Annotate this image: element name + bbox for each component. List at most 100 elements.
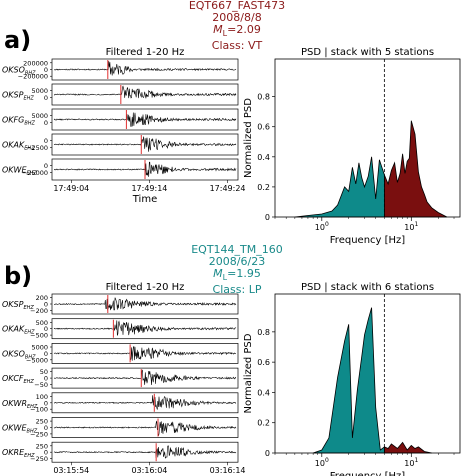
trace-frame	[51, 83, 239, 106]
amplitude-tick: −250	[30, 455, 48, 463]
amplitude-tick: 0	[44, 325, 48, 333]
amplitude-tick: −500	[30, 332, 48, 340]
amplitude-tick: 100	[36, 393, 48, 401]
amplitude-tick: 5000	[31, 87, 48, 95]
psd-y-tick-label: 0.8	[257, 93, 270, 102]
panel-letter-a: a)	[4, 26, 32, 54]
amplitude-tick: 250	[36, 418, 48, 426]
amplitude-tick: 5000	[31, 112, 48, 120]
amplitude-tick: −250	[30, 430, 48, 438]
waveform	[53, 136, 237, 152]
psd-y-tick-label: 0	[265, 213, 270, 222]
waveform	[53, 346, 237, 361]
station-label: OKFGBHZ	[2, 116, 36, 127]
psd-y-tick-label: 0.8	[257, 328, 270, 337]
psd-y-tick-label: 0.4	[257, 153, 270, 162]
waveform	[53, 395, 237, 410]
psd-x-tick-label: 101	[404, 457, 418, 468]
trace-frame	[51, 158, 239, 181]
station-label: OKAKEHZ	[2, 325, 35, 336]
psd-y-tick-label: 0.2	[257, 183, 270, 192]
amplitude-tick: −200000	[18, 73, 48, 81]
time-tick-label: 03:15:54	[53, 466, 89, 475]
event-class-b: Class: LP	[212, 283, 262, 297]
amplitude-tick: 0	[44, 449, 48, 457]
amplitude-tick: 0	[44, 94, 48, 102]
event-id-b: EQT144_TM_160	[191, 243, 283, 256]
psd-area-low-frequency	[312, 307, 385, 454]
event-magnitude-b: ML=1.95	[213, 267, 261, 283]
panel-letter-b: b)	[4, 262, 33, 290]
psd-y-tick-label: 0.2	[257, 419, 270, 428]
psd-y-axis-label: Normalized PSD	[243, 333, 254, 413]
amplitude-tick: 0	[44, 66, 48, 74]
event-date-b: 2008/6/23	[208, 255, 266, 268]
event-header-b: EQT144_TM_160 2008/6/23 ML=1.95 Class: L…	[0, 244, 474, 296]
psd-x-tick-label: 100	[315, 457, 329, 468]
station-label: OKSPEHZ	[2, 91, 34, 102]
amplitude-tick: 500	[36, 319, 48, 327]
time-tick-label: 17:49:04	[53, 184, 89, 193]
amplitude-tick: 5000	[31, 344, 48, 352]
amplitude-tick: 0	[44, 162, 48, 170]
amplitude-tick: 200	[36, 294, 48, 302]
waveform	[53, 420, 237, 436]
seismogram-title: Filtered 1-20 Hz	[106, 282, 185, 293]
psd-y-tick-label: 0.6	[257, 358, 270, 367]
time-tick-label: 17:49:24	[210, 184, 246, 193]
amplitude-tick: 250	[36, 442, 48, 450]
station-label: OKSOBHZ	[2, 66, 36, 77]
psd-x-tick-label: 101	[404, 221, 418, 232]
amplitude-tick: 0	[44, 137, 48, 145]
amplitude-tick: 0	[44, 301, 48, 309]
event-id-a: EQT667_FAST473	[188, 0, 286, 12]
amplitude-tick: −25000	[22, 169, 48, 177]
amplitude-tick: 0	[44, 119, 48, 127]
amplitude-tick: 200000	[23, 59, 48, 67]
amplitude-tick: 0	[44, 424, 48, 432]
psd-area-low-frequency	[294, 156, 385, 218]
psd-y-tick-label: 0.6	[257, 123, 270, 132]
psd-x-axis-label: Frequency [Hz]	[330, 235, 406, 246]
event-date-a: 2008/8/8	[212, 11, 262, 24]
waveform	[53, 320, 237, 336]
station-label: OKWEEHZ	[2, 166, 37, 177]
psd-frame	[274, 58, 461, 218]
amplitude-tick: −5000	[26, 356, 48, 364]
time-tick-label: 03:16:14	[210, 466, 246, 475]
station-label: OKWREHZ	[2, 399, 38, 410]
trace-frame	[51, 108, 239, 131]
waveform	[53, 85, 237, 99]
waveform	[53, 445, 237, 459]
amplitude-tick: −50	[34, 381, 48, 389]
amplitude-tick: −2500	[26, 144, 48, 152]
psd-area-high-frequency	[384, 120, 448, 218]
event-header-a: EQT667_FAST473 2008/8/8 ML=2.09 Class: V…	[0, 0, 474, 52]
waveform	[54, 61, 237, 76]
time-tick-label: 17:49:14	[131, 184, 167, 193]
amplitude-tick: 50	[40, 368, 48, 376]
psd-title: PSD | stack with 5 stations	[301, 47, 434, 58]
waveform	[53, 297, 237, 311]
psd-frame	[274, 293, 461, 454]
psd-y-tick-label: 0	[265, 449, 270, 458]
station-label: OKCFEHZ	[2, 374, 34, 385]
event-magnitude-a: ML=2.09	[213, 23, 261, 39]
psd-y-axis-label: Normalized PSD	[243, 98, 254, 178]
station-label: OKSOBHZ	[2, 349, 36, 360]
station-label: OKSPEHZ	[2, 300, 34, 311]
station-label: OKREEHZ	[2, 448, 35, 459]
amplitude-tick: 0	[44, 399, 48, 407]
amplitude-tick: −200	[30, 307, 48, 315]
amplitude-tick: 0	[44, 350, 48, 358]
waveform	[53, 112, 237, 128]
event-class-a: Class: VT	[211, 39, 263, 53]
psd-x-axis-label: Frequency [Hz]	[330, 471, 406, 476]
psd-y-tick-label: 0.4	[257, 388, 270, 397]
amplitude-tick: 0	[44, 375, 48, 383]
station-label: OKAKEHZ	[2, 141, 35, 152]
time-axis-label: Time	[132, 194, 157, 205]
amplitude-tick: −100	[30, 406, 48, 414]
waveform	[53, 369, 237, 386]
